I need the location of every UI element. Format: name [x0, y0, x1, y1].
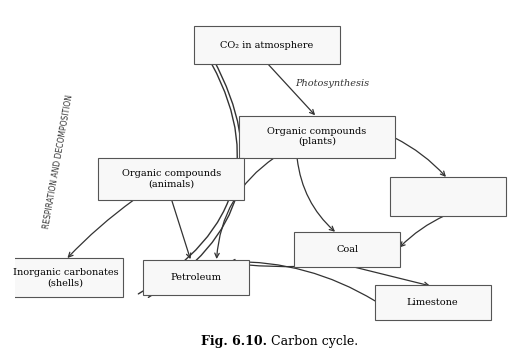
Text: Coal: Coal — [336, 245, 358, 254]
Text: Organic compounds
(plants): Organic compounds (plants) — [267, 127, 367, 146]
FancyBboxPatch shape — [8, 258, 123, 297]
Text: Fig. 6.10.: Fig. 6.10. — [201, 335, 267, 348]
FancyBboxPatch shape — [239, 116, 395, 158]
Text: Carbon cycle.: Carbon cycle. — [267, 335, 358, 348]
FancyBboxPatch shape — [194, 26, 340, 64]
FancyArrowPatch shape — [148, 59, 242, 297]
FancyBboxPatch shape — [98, 158, 244, 200]
Text: Inorganic carbonates
(shells): Inorganic carbonates (shells) — [13, 268, 118, 287]
Text: Limestone: Limestone — [407, 298, 458, 307]
FancyArrowPatch shape — [139, 45, 237, 294]
Text: CO₂ in atmosphere: CO₂ in atmosphere — [220, 40, 313, 49]
Text: RESPIRATION AND DECOMPOSITION: RESPIRATION AND DECOMPOSITION — [42, 94, 74, 229]
Text: Organic compounds
(animals): Organic compounds (animals) — [121, 169, 221, 189]
FancyBboxPatch shape — [375, 285, 491, 320]
FancyBboxPatch shape — [143, 260, 249, 295]
FancyBboxPatch shape — [390, 177, 506, 216]
Text: Photosynthesis: Photosynthesis — [295, 79, 369, 88]
FancyBboxPatch shape — [294, 232, 400, 267]
Text: Petroleum: Petroleum — [171, 273, 222, 282]
